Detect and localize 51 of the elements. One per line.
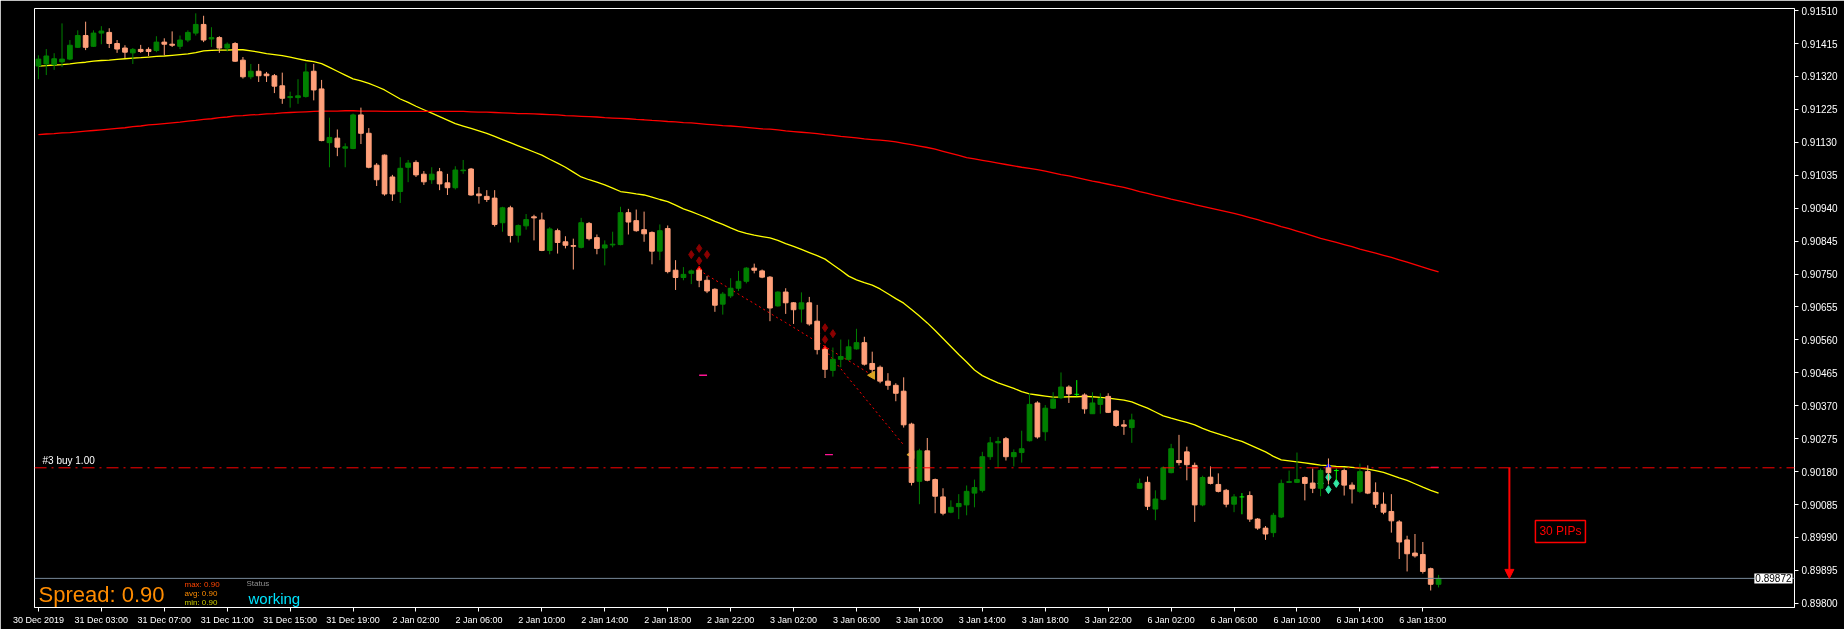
- annotation: Spread: 0.90: [38, 581, 165, 607]
- x-tick-label: 6 Jan 06:00: [1210, 614, 1258, 625]
- x-tick-label: 6 Jan 18:00: [1399, 614, 1447, 625]
- x-tick-label: 2 Jan 02:00: [392, 614, 440, 625]
- y-tick-label: 0.89800: [1801, 598, 1839, 610]
- y-tick-label: 0.90180: [1801, 466, 1839, 478]
- x-tick-label: 3 Jan 10:00: [895, 614, 943, 625]
- annotation: min: 0.90: [184, 597, 218, 607]
- y-tick-label: 0.90085: [1801, 499, 1839, 511]
- x-tick-label: 6 Jan 14:00: [1336, 614, 1384, 625]
- x-tick-label: 31 Dec 15:00: [263, 614, 317, 625]
- y-tick-label: 0.91510: [1801, 5, 1839, 17]
- ref-line-label: 0.89872: [1755, 573, 1792, 585]
- y-tick-label: 0.90560: [1801, 334, 1839, 346]
- y-tick-label: 0.89990: [1801, 532, 1839, 544]
- y-tick-label: 0.91130: [1801, 137, 1838, 149]
- y-tick-label: 0.90275: [1801, 433, 1839, 445]
- x-tick-label: 30 Dec 2019: [12, 614, 64, 625]
- annotation: Status: [246, 578, 270, 588]
- x-tick-label: 2 Jan 22:00: [707, 614, 755, 625]
- annotation: avg: 0.90: [184, 588, 218, 598]
- x-tick-label: 31 Dec 11:00: [200, 614, 254, 625]
- y-tick-label: 0.90750: [1801, 269, 1839, 281]
- x-tick-label: 3 Jan 06:00: [832, 614, 881, 625]
- x-tick-label: 3 Jan 22:00: [1084, 614, 1132, 625]
- y-tick-label: 0.90845: [1801, 236, 1839, 248]
- text: 30 PIPs: [1539, 524, 1582, 539]
- x-tick-label: 2 Jan 18:00: [644, 614, 692, 625]
- x-tick-label: 6 Jan 10:00: [1273, 614, 1321, 625]
- y-tick-label: 0.90940: [1801, 203, 1839, 215]
- x-tick-label: 6 Jan 02:00: [1147, 614, 1195, 625]
- x-tick-label: 3 Jan 02:00: [770, 614, 818, 625]
- y-tick-label: 0.91225: [1801, 104, 1839, 116]
- x-tick-label: 31 Dec 07:00: [137, 614, 192, 625]
- x-tick-label: 31 Dec 19:00: [326, 614, 380, 625]
- x-tick-label: 2 Jan 10:00: [518, 614, 566, 625]
- x-tick-label: 3 Jan 18:00: [1021, 614, 1069, 625]
- y-tick-label: 0.91035: [1801, 170, 1839, 182]
- x-tick-label: 3 Jan 14:00: [958, 614, 1006, 625]
- annotation: working: [247, 589, 301, 607]
- y-tick-label: 0.91415: [1801, 38, 1839, 50]
- y-tick-label: 0.89895: [1801, 565, 1839, 577]
- ref-line-label: #3 buy 1.00: [42, 454, 96, 466]
- x-tick-label: 31 Dec 03:00: [74, 614, 129, 625]
- y-tick-label: 0.90655: [1801, 301, 1839, 313]
- annotation: max: 0.90: [184, 579, 221, 589]
- y-tick-label: 0.91320: [1801, 71, 1839, 83]
- x-tick-label: 2 Jan 06:00: [455, 614, 503, 625]
- y-tick-label: 0.90465: [1801, 367, 1839, 379]
- y-tick-label: 0.90370: [1801, 400, 1839, 412]
- x-tick-label: 2 Jan 14:00: [581, 614, 629, 625]
